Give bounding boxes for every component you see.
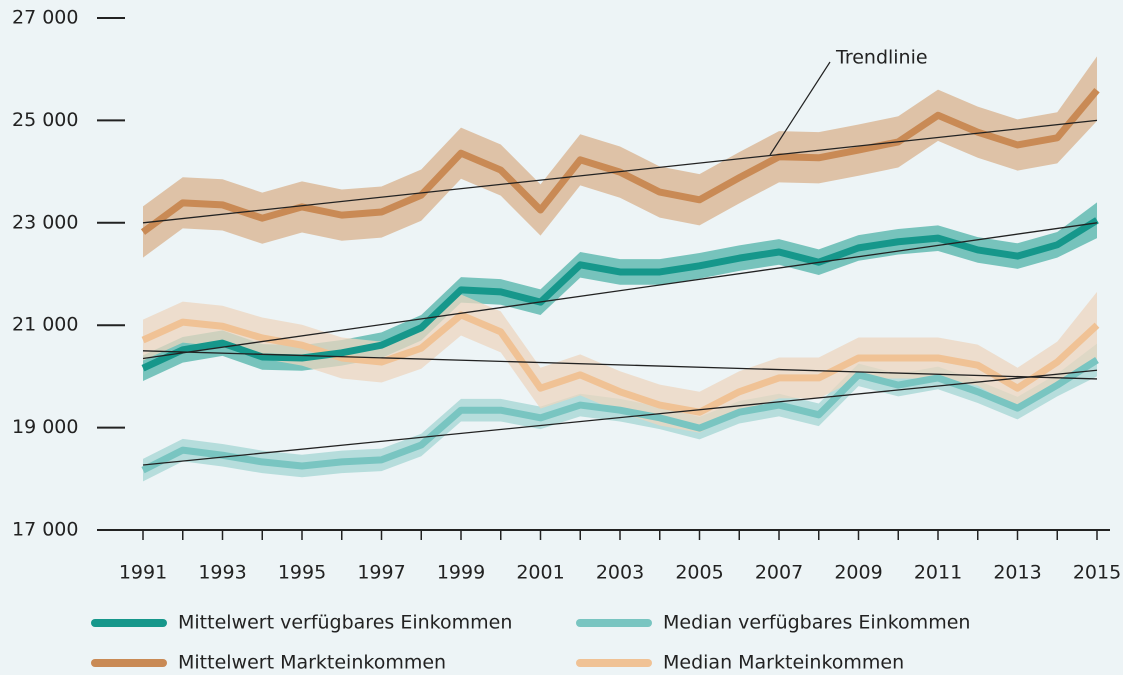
trendline <box>142 350 1098 380</box>
x-tick-label: 1991 <box>119 562 167 584</box>
legend-label: Mittelwert verfügbares Einkommen <box>178 612 512 634</box>
y-tick-label: 17 000 <box>12 519 78 541</box>
y-tick-label: 25 000 <box>12 109 78 131</box>
legend: Mittelwert verfügbares Einkommen Median v… <box>91 612 970 674</box>
series-line <box>141 311 1100 416</box>
y-tick-label: 21 000 <box>12 314 78 336</box>
legend-label: Median verfügbares Einkommen <box>663 612 970 634</box>
lines <box>140 87 1100 474</box>
x-tick-label: 2003 <box>596 562 644 584</box>
series-line <box>141 217 1099 372</box>
trendline <box>142 222 1098 360</box>
trendline <box>142 119 1098 224</box>
x-tick-label: 1995 <box>278 562 326 584</box>
x-tick-label: 2007 <box>755 562 803 584</box>
trendline <box>142 369 1098 466</box>
x-tick-label: 2009 <box>834 562 882 584</box>
y-tick-label: 27 000 <box>12 7 78 29</box>
y-tick-label: 19 000 <box>12 416 78 438</box>
legend-label: Mittelwert Markteinkommen <box>178 652 446 674</box>
x-tick-label: 2005 <box>675 562 723 584</box>
x-tick-label: 1997 <box>357 562 405 584</box>
confidence-band <box>143 56 1097 258</box>
series-line <box>141 357 1099 474</box>
x-tick-label: 2011 <box>914 562 962 584</box>
x-tick-label: 2015 <box>1073 562 1121 584</box>
annotation-leader <box>769 61 831 156</box>
x-tick-label: 1993 <box>198 562 246 584</box>
confidence-band <box>143 291 1097 433</box>
x-tick-label: 1999 <box>437 562 485 584</box>
axes: 17 000 19 000 21 000 23 000 25 000 27 000 1991… <box>12 7 1121 584</box>
trendlines <box>142 119 1098 466</box>
annotation: Trendlinie <box>835 47 928 69</box>
legend-label: Median Markteinkommen <box>663 652 904 674</box>
y-tick-label: 23 000 <box>12 211 78 233</box>
x-tick-label: 2001 <box>516 562 564 584</box>
x-tick-label: 2013 <box>993 562 1041 584</box>
